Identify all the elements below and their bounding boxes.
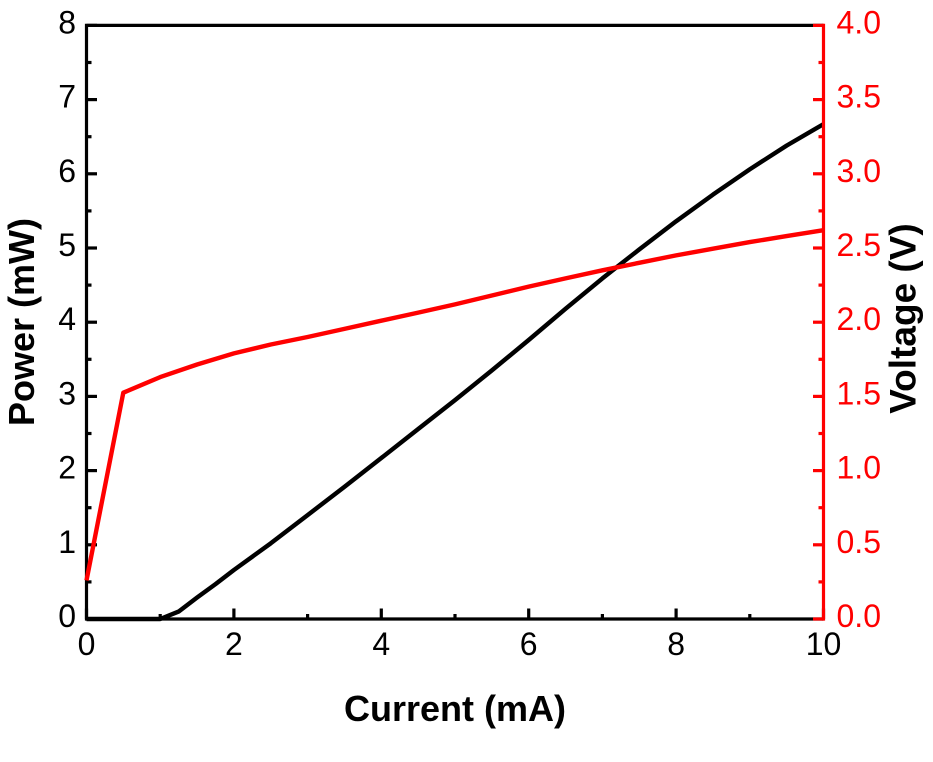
svg-text:4.0: 4.0 xyxy=(837,4,881,40)
svg-text:4: 4 xyxy=(372,626,390,662)
svg-text:Voltage (V): Voltage (V) xyxy=(883,223,924,414)
svg-text:5: 5 xyxy=(58,227,76,263)
svg-text:0: 0 xyxy=(78,626,96,662)
svg-text:2.5: 2.5 xyxy=(837,227,881,263)
svg-text:2: 2 xyxy=(58,450,76,486)
svg-text:2: 2 xyxy=(225,626,243,662)
svg-text:8: 8 xyxy=(667,626,685,662)
svg-text:4: 4 xyxy=(58,301,76,337)
svg-text:1.0: 1.0 xyxy=(837,450,881,486)
svg-text:Power (mW): Power (mW) xyxy=(1,218,42,426)
svg-text:1: 1 xyxy=(58,524,76,560)
svg-text:Current (mA): Current (mA) xyxy=(344,688,566,729)
svg-text:6: 6 xyxy=(520,626,538,662)
svg-text:3.5: 3.5 xyxy=(837,79,881,115)
svg-text:7: 7 xyxy=(58,79,76,115)
svg-text:0: 0 xyxy=(58,598,76,634)
svg-text:3.0: 3.0 xyxy=(837,153,881,189)
svg-text:0.0: 0.0 xyxy=(837,598,881,634)
svg-text:0.5: 0.5 xyxy=(837,524,881,560)
svg-text:8: 8 xyxy=(58,4,76,40)
svg-text:3: 3 xyxy=(58,375,76,411)
svg-text:1.5: 1.5 xyxy=(837,375,881,411)
svg-text:2.0: 2.0 xyxy=(837,301,881,337)
svg-text:6: 6 xyxy=(58,153,76,189)
svg-text:10: 10 xyxy=(806,626,842,662)
